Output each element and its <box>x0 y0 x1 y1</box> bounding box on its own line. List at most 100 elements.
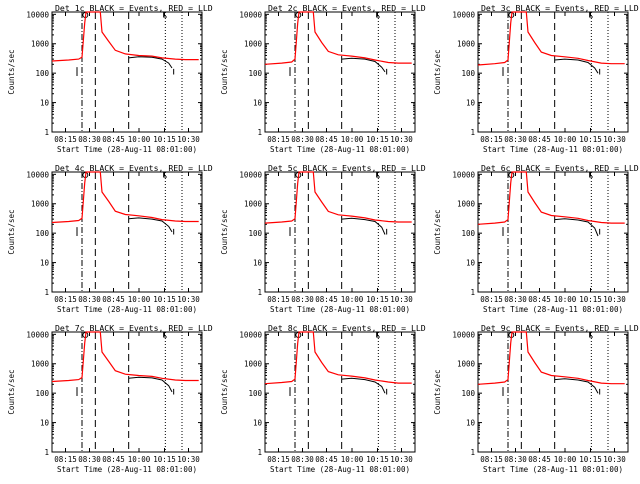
y-tick-label: 10000 <box>26 330 49 339</box>
chart-title: Det 6c BLACK = Events, RED = LLD <box>481 163 639 173</box>
y-tick-label: 10 <box>466 259 476 268</box>
y-axis-label: Counts/sec <box>7 209 16 254</box>
x-tick-label: 08:15 <box>267 135 290 144</box>
x-tick-label: 10:00 <box>341 295 364 304</box>
x-tick-label: 10:00 <box>128 295 151 304</box>
series-line-events <box>128 376 173 393</box>
y-tick-label: 10000 <box>239 10 262 19</box>
y-tick-label: 1000 <box>31 360 50 369</box>
x-tick-label: 08:30 <box>504 295 527 304</box>
series-line-lld <box>51 331 199 383</box>
series-line-lld <box>264 331 412 385</box>
x-tick-label: 08:45 <box>102 135 125 144</box>
y-tick-label: 100 <box>248 69 262 78</box>
y-axis-label: Counts/sec <box>7 49 16 94</box>
x-tick-label: 08:45 <box>102 455 125 464</box>
y-tick-label: 10000 <box>452 10 475 19</box>
plot-frame <box>264 171 416 293</box>
x-axis-label: Start Time (28-Aug-11 08:01:00) <box>57 465 197 474</box>
x-tick-label: 10:15 <box>366 295 389 304</box>
x-tick-label: 08:15 <box>54 455 77 464</box>
y-axis-label: Counts/sec <box>433 369 442 414</box>
chart-title: Det 3c BLACK = Events, RED = LLD <box>481 3 639 13</box>
x-tick-label: 10:00 <box>341 135 364 144</box>
y-tick-label: 10000 <box>239 330 262 339</box>
series-line-events <box>341 57 386 73</box>
x-tick-label: 08:15 <box>54 135 77 144</box>
bracket-marker <box>376 172 380 178</box>
y-tick-label: 10 <box>253 419 263 428</box>
x-axis-label: Start Time (28-Aug-11 08:01:00) <box>270 465 410 474</box>
y-tick-label: 1 <box>257 448 262 457</box>
y-tick-label: 1 <box>257 288 262 297</box>
plot-frame <box>51 331 203 453</box>
x-tick-label: 10:15 <box>366 135 389 144</box>
series-line-lld <box>477 11 625 66</box>
y-tick-label: 10000 <box>26 170 49 179</box>
y-tick-label: 10 <box>40 419 50 428</box>
x-tick-label: 08:45 <box>102 295 125 304</box>
chart-panel-det-4c: Det 4c BLACK = Events, RED = LLD 1 10 100 10… <box>7 163 213 314</box>
y-tick-label: 1 <box>470 448 475 457</box>
x-tick-label: 10:30 <box>390 135 413 144</box>
series-line-events <box>554 218 599 237</box>
x-tick-label: 08:15 <box>480 295 503 304</box>
bracket-marker <box>589 332 593 338</box>
x-tick-label: 10:15 <box>153 455 176 464</box>
bracket-marker <box>376 332 380 338</box>
y-tick-label: 1 <box>470 288 475 297</box>
x-tick-label: 10:00 <box>554 135 577 144</box>
chart-panel-det-3c: Det 3c BLACK = Events, RED = LLD 1 10 100 10… <box>433 3 639 154</box>
bracket-marker <box>589 12 593 18</box>
series-line-lld <box>264 11 412 65</box>
y-tick-label: 10 <box>466 99 476 108</box>
y-tick-label: 10000 <box>452 170 475 179</box>
x-tick-label: 08:30 <box>291 295 314 304</box>
y-tick-label: 1 <box>44 448 49 457</box>
y-tick-label: 1000 <box>457 200 476 209</box>
x-tick-label: 10:30 <box>177 295 200 304</box>
x-tick-label: 08:30 <box>504 455 527 464</box>
series-line-events <box>128 217 173 233</box>
chart-panel-det-8c: Det 8c BLACK = Events, RED = LLD 1 10 100 10… <box>220 323 426 474</box>
x-tick-label: 10:15 <box>153 295 176 304</box>
x-tick-label: 10:00 <box>128 135 151 144</box>
x-tick-label: 10:30 <box>390 295 413 304</box>
x-tick-label: 08:45 <box>528 455 551 464</box>
x-tick-label: 10:30 <box>390 455 413 464</box>
x-axis-label: Start Time (28-Aug-11 08:01:00) <box>483 145 623 154</box>
x-axis-label: Start Time (28-Aug-11 08:01:00) <box>270 145 410 154</box>
series-line-events <box>554 378 599 394</box>
x-axis-label: Start Time (28-Aug-11 08:01:00) <box>483 305 623 314</box>
plot-frame <box>51 171 203 293</box>
x-tick-label: 10:30 <box>603 295 626 304</box>
y-tick-label: 100 <box>35 69 49 78</box>
x-tick-label: 10:00 <box>554 295 577 304</box>
y-tick-label: 1000 <box>244 200 263 209</box>
x-tick-label: 10:30 <box>603 455 626 464</box>
x-axis-label: Start Time (28-Aug-11 08:01:00) <box>483 465 623 474</box>
y-tick-label: 1 <box>470 128 475 137</box>
y-tick-label: 1000 <box>457 40 476 49</box>
x-tick-label: 10:00 <box>554 455 577 464</box>
x-tick-label: 08:15 <box>54 295 77 304</box>
plot-frame <box>264 11 416 133</box>
x-tick-label: 10:30 <box>177 135 200 144</box>
y-tick-label: 100 <box>35 389 49 398</box>
x-tick-label: 08:30 <box>78 455 101 464</box>
y-axis-label: Counts/sec <box>220 369 229 414</box>
chart-title: Det 2c BLACK = Events, RED = LLD <box>268 3 426 13</box>
y-tick-label: 1 <box>257 128 262 137</box>
y-tick-label: 10000 <box>26 10 49 19</box>
y-tick-label: 100 <box>461 69 475 78</box>
chart-panel-det-7c: Det 7c BLACK = Events, RED = LLD 1 10 100 10… <box>7 323 213 474</box>
y-tick-label: 1000 <box>244 360 263 369</box>
x-tick-label: 08:15 <box>267 455 290 464</box>
x-tick-label: 10:15 <box>579 135 602 144</box>
x-tick-label: 10:30 <box>177 455 200 464</box>
series-line-events <box>128 56 173 69</box>
y-tick-label: 1 <box>44 128 49 137</box>
series-line-events <box>554 58 599 74</box>
y-tick-label: 1000 <box>31 40 50 49</box>
